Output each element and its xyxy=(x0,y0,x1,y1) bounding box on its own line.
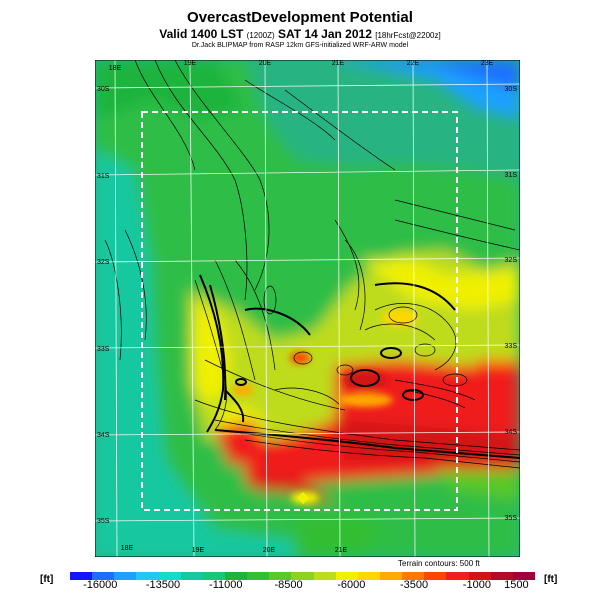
colorbar-unit-right: [ft] xyxy=(544,574,558,585)
lon-top-label: 22E xyxy=(407,60,420,67)
colorbar-swatch xyxy=(136,572,159,580)
colorbar-swatch xyxy=(224,572,248,580)
colorbar-swatch xyxy=(202,572,225,580)
colorbar-swatch xyxy=(335,572,358,580)
lat-lon-grid xyxy=(95,60,520,557)
colorbar-unit-left: [ft] xyxy=(40,574,54,585)
lon-bottom-label: 20E xyxy=(263,547,276,554)
colorbar-swatch xyxy=(424,572,447,580)
valid-date: SAT 14 Jan 2012 xyxy=(278,27,372,41)
terrain-contour-note: Terrain contours: 500 ft xyxy=(398,559,480,568)
lat-right-label: 35S xyxy=(505,515,518,522)
lat-right-label: 30S xyxy=(505,86,518,93)
lat-right-label: 32S xyxy=(505,257,518,264)
forecast-hour: [18hrFcst@2200z] xyxy=(375,31,441,40)
lon-bottom-label: 18E xyxy=(121,545,134,552)
colorbar-tick-labels: -16000 -13500 -11000 -8500 -6000 -3500 -… xyxy=(70,579,535,595)
colorbar-swatch xyxy=(468,572,491,580)
lat-right-label: 33S xyxy=(505,343,518,350)
colorbar-swatch xyxy=(402,572,425,580)
model-subtitle: Dr.Jack BLIPMAP from RASP 12km GFS-initi… xyxy=(191,42,409,49)
colorbar-swatch xyxy=(357,572,380,580)
map-title: OvercastDevelopment Potential xyxy=(187,9,413,26)
colorbar-swatch xyxy=(313,572,336,580)
colorbar-swatch xyxy=(158,572,181,580)
lat-right-label: 34S xyxy=(505,429,518,436)
colorbar xyxy=(70,572,535,580)
lon-bottom-label: 19E xyxy=(192,547,205,554)
colorbar-swatch xyxy=(291,572,314,580)
colorbar-tick-label: -16000 xyxy=(83,579,118,591)
colorbar-tick-label: -6000 xyxy=(337,579,366,591)
lat-left-label: 32S xyxy=(97,259,110,266)
colorbar-swatch xyxy=(70,572,93,580)
colorbar-swatch xyxy=(446,572,469,580)
lat-left-label: 35S xyxy=(97,518,110,525)
lon-top-label: 20E xyxy=(259,60,272,67)
lon-top-label: 21E xyxy=(332,60,345,67)
colorbar-swatch xyxy=(379,572,403,580)
colorbar-tick-label: 1500 xyxy=(504,579,529,591)
terrain-contours xyxy=(104,60,520,469)
domain-boundary xyxy=(141,111,458,511)
lat-left-label: 33S xyxy=(97,346,110,353)
lon-bottom-label: 21E xyxy=(335,547,348,554)
lat-left-label: 31S xyxy=(97,173,110,180)
colorbar-tick-label: -11000 xyxy=(209,579,243,591)
grid-labels: 18E 19E 20E 21E 22E 23E 18E 19E 20E 21E … xyxy=(97,60,517,554)
colorbar-swatch xyxy=(92,572,115,580)
colorbar-swatch xyxy=(490,572,513,580)
colorbar-swatch xyxy=(114,572,137,580)
colorbar-tick-label: -3500 xyxy=(400,579,429,591)
lat-right-label: 31S xyxy=(505,172,518,179)
colorbar-swatch xyxy=(269,572,292,580)
colorbar-swatch xyxy=(180,572,203,580)
colorbar-tick-label: -13500 xyxy=(145,579,181,591)
lon-top-label: 23E xyxy=(481,60,494,67)
colorbar-tick-label: -1000 xyxy=(462,579,491,591)
forecast-map[interactable]: 18E 19E 20E 21E 22E 23E 18E 19E 20E 21E … xyxy=(95,60,520,557)
lon-top-label: 18E xyxy=(109,65,122,72)
valid-time-utc: (1200Z) xyxy=(246,31,275,40)
lat-left-label: 30S xyxy=(97,86,110,93)
colorbar-swatch xyxy=(247,572,270,580)
colorbar-tick-label: -8500 xyxy=(274,579,303,591)
valid-time: Valid 1400 LST xyxy=(159,27,244,41)
valid-time-line: Valid 1400 LST (1200Z) SAT 14 Jan 2012 [… xyxy=(0,27,600,41)
lon-top-label: 19E xyxy=(184,60,197,67)
colorbar-swatch xyxy=(512,572,535,580)
lat-left-label: 34S xyxy=(97,432,110,439)
